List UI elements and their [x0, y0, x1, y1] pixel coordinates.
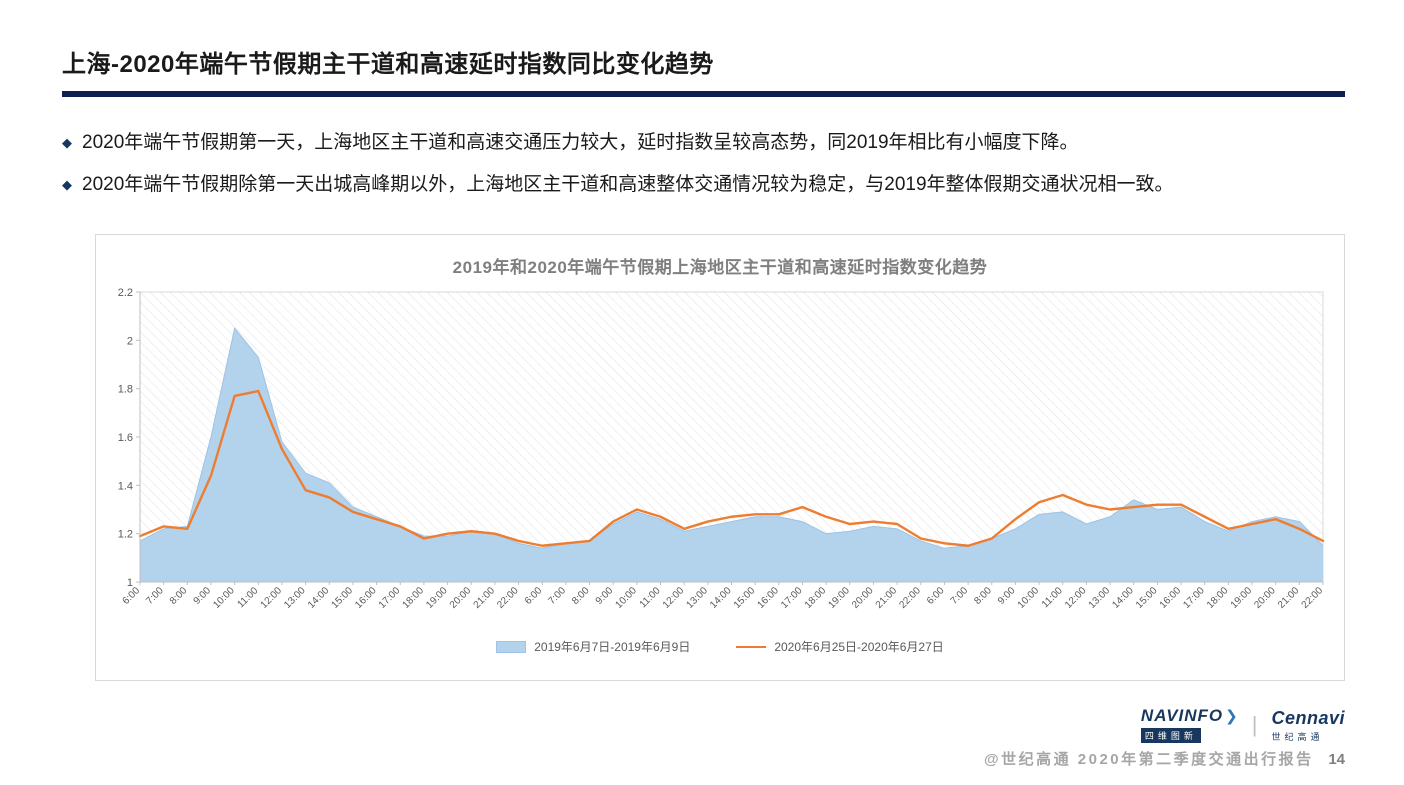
legend-label: 2019年6月7日-2019年6月9日 [534, 640, 691, 654]
svg-text:1.8: 1.8 [118, 384, 133, 396]
summary-bullets: ◆ 2020年端午节假期第一天，上海地区主干道和高速交通压力较大，延时指数呈较高… [62, 130, 1174, 214]
title-divider [62, 91, 1345, 97]
svg-text:2.2: 2.2 [118, 287, 133, 299]
svg-text:8:00: 8:00 [972, 585, 994, 607]
chart-legend: 2019年6月7日-2019年6月9日 2020年6月25日-2020年6月27… [96, 638, 1344, 655]
svg-text:7:00: 7:00 [949, 585, 971, 607]
svg-text:11:00: 11:00 [235, 585, 260, 610]
svg-text:8:00: 8:00 [570, 585, 592, 607]
svg-text:6:00: 6:00 [523, 585, 545, 607]
svg-text:19:00: 19:00 [1229, 585, 1255, 611]
svg-text:7:00: 7:00 [546, 585, 568, 607]
svg-text:17:00: 17:00 [377, 585, 403, 611]
svg-text:15:00: 15:00 [732, 585, 758, 611]
svg-text:16:00: 16:00 [1158, 585, 1184, 611]
svg-text:11:00: 11:00 [1040, 585, 1065, 610]
svg-text:10:00: 10:00 [1016, 585, 1042, 611]
svg-text:9:00: 9:00 [192, 585, 214, 607]
bullet-text: 2020年端午节假期除第一天出城高峰期以外，上海地区主干道和高速整体交通情况较为… [82, 174, 1174, 195]
svg-text:19:00: 19:00 [826, 585, 852, 611]
delay-index-chart: 1 1.2 1.4 1.6 1.8 2 2.2 6:00 7:00 8:00 9:00 10:00 11… [102, 284, 1344, 636]
svg-text:15:00: 15:00 [1134, 585, 1160, 611]
footer-caption: @世纪高通 2020年第二季度交通出行报告 [983, 751, 1314, 768]
chart-panel: 2019年和2020年端午节假期上海地区主干道和高速延时指数变化趋势 1 1.2 1… [95, 234, 1345, 681]
navinfo-logo: NAVINFO ❯ 四维图新 [1140, 706, 1238, 744]
svg-text:20:00: 20:00 [1252, 585, 1278, 611]
svg-text:18:00: 18:00 [401, 585, 427, 611]
diamond-bullet-icon: ◆ [62, 177, 72, 192]
svg-text:1: 1 [127, 577, 133, 589]
svg-text:9:00: 9:00 [594, 585, 616, 607]
svg-text:20:00: 20:00 [448, 585, 474, 611]
svg-text:13:00: 13:00 [684, 585, 710, 611]
chart-title: 2019年和2020年端午节假期上海地区主干道和高速延时指数变化趋势 [452, 258, 988, 277]
svg-text:19:00: 19:00 [424, 585, 450, 611]
svg-text:6:00: 6:00 [121, 585, 143, 607]
svg-text:1.6: 1.6 [118, 432, 133, 444]
svg-text:21:00: 21:00 [874, 585, 900, 611]
svg-text:22:00: 22:00 [1300, 585, 1326, 611]
bullet-item: ◆ 2020年端午节假期第一天，上海地区主干道和高速交通压力较大，延时指数呈较高… [62, 130, 1174, 156]
line-swatch-icon [736, 645, 767, 648]
page-title: 上海-2020年端午节假期主干道和高速延时指数同比变化趋势 [62, 51, 714, 78]
navinfo-arrow-icon: ❯ [1225, 708, 1238, 725]
svg-text:1.2: 1.2 [118, 529, 133, 541]
svg-text:18:00: 18:00 [803, 585, 829, 611]
navinfo-wordmark: NAVINFO [1140, 706, 1224, 725]
legend-item-2019: 2019年6月7日-2019年6月9日 [496, 638, 690, 655]
svg-text:12:00: 12:00 [661, 585, 687, 611]
navinfo-subtext: 四维图新 [1140, 728, 1201, 743]
logo-separator: | [1251, 712, 1258, 737]
svg-text:2: 2 [127, 335, 133, 347]
svg-text:22:00: 22:00 [897, 585, 923, 611]
cennavi-logo: Cennavi 世纪高通 [1271, 708, 1345, 743]
svg-text:15:00: 15:00 [330, 585, 356, 611]
footer-caption-row: @世纪高通 2020年第二季度交通出行报告 14 [984, 748, 1345, 769]
bullet-text: 2020年端午节假期第一天，上海地区主干道和高速交通压力较大，延时指数呈较高态势… [82, 132, 1079, 153]
svg-text:1.4: 1.4 [118, 480, 133, 492]
legend-item-2020: 2020年6月25日-2020年6月27日 [736, 638, 944, 655]
svg-text:17:00: 17:00 [779, 585, 805, 611]
svg-text:17:00: 17:00 [1181, 585, 1207, 611]
legend-label: 2020年6月25日-2020年6月27日 [774, 640, 944, 654]
svg-text:6:00: 6:00 [925, 585, 947, 607]
svg-text:16:00: 16:00 [755, 585, 781, 611]
area-swatch-icon [496, 640, 527, 653]
footer-logos: NAVINFO ❯ 四维图新 | Cennavi 世纪高通 [1140, 706, 1345, 744]
svg-text:14:00: 14:00 [1110, 585, 1136, 611]
svg-text:10:00: 10:00 [614, 585, 640, 611]
svg-text:13:00: 13:00 [282, 585, 308, 611]
svg-text:10:00: 10:00 [211, 585, 237, 611]
svg-text:7:00: 7:00 [144, 585, 166, 607]
svg-text:14:00: 14:00 [306, 585, 332, 611]
svg-text:8:00: 8:00 [168, 585, 190, 607]
cennavi-subtext: 世纪高通 [1271, 731, 1324, 742]
svg-text:11:00: 11:00 [638, 585, 663, 610]
svg-text:9:00: 9:00 [996, 585, 1018, 607]
svg-text:16:00: 16:00 [353, 585, 379, 611]
bullet-item: ◆ 2020年端午节假期除第一天出城高峰期以外，上海地区主干道和高速整体交通情况… [62, 172, 1174, 198]
svg-text:14:00: 14:00 [708, 585, 734, 611]
svg-text:18:00: 18:00 [1205, 585, 1231, 611]
page-number: 14 [1328, 751, 1345, 768]
svg-text:13:00: 13:00 [1087, 585, 1113, 611]
svg-text:20:00: 20:00 [850, 585, 876, 611]
svg-text:12:00: 12:00 [259, 585, 285, 611]
cennavi-wordmark: Cennavi [1271, 707, 1345, 728]
svg-text:21:00: 21:00 [472, 585, 498, 611]
svg-text:12:00: 12:00 [1063, 585, 1089, 611]
svg-text:21:00: 21:00 [1276, 585, 1302, 611]
diamond-bullet-icon: ◆ [62, 135, 72, 150]
svg-text:22:00: 22:00 [495, 585, 521, 611]
